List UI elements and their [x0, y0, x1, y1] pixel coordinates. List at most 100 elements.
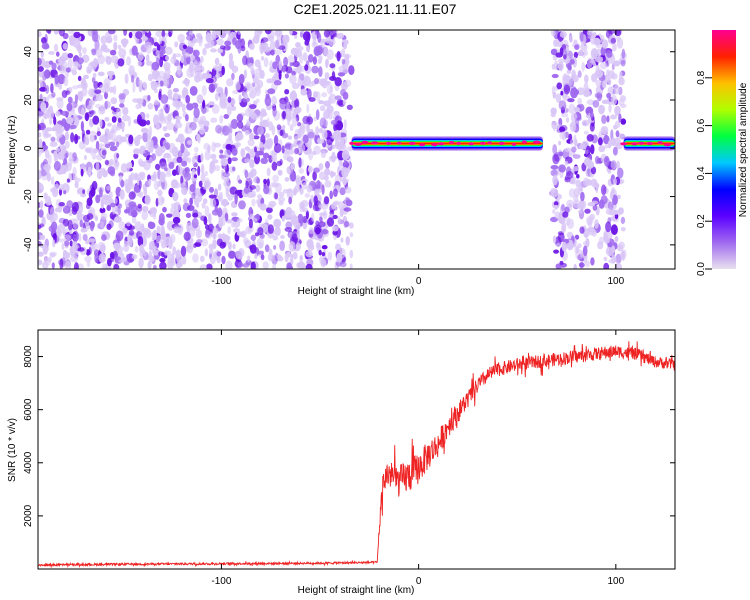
noise-blob	[180, 143, 185, 154]
noise-blob	[140, 127, 149, 134]
noise-blob	[336, 51, 341, 62]
noise-blob	[50, 176, 55, 185]
noise-blob	[610, 37, 616, 44]
noise-blob	[558, 164, 566, 173]
noise-blob	[149, 207, 157, 213]
noise-blob	[183, 198, 188, 204]
noise-blob	[132, 81, 136, 93]
noise-blob	[279, 99, 287, 110]
noise-blob	[340, 89, 347, 97]
noise-blob	[158, 217, 165, 226]
noise-blob	[141, 236, 147, 247]
noise-blob	[333, 123, 338, 132]
noise-blob	[68, 157, 73, 167]
noise-blob	[576, 174, 580, 179]
noise-blob	[268, 154, 273, 163]
noise-blob	[227, 35, 234, 41]
signal-peak	[385, 141, 392, 145]
noise-blob	[336, 32, 345, 40]
noise-blob	[197, 69, 202, 80]
noise-blob	[104, 82, 110, 94]
noise-blob	[322, 210, 328, 220]
noise-blob	[38, 57, 42, 66]
signal-peak	[361, 140, 369, 144]
noise-blob	[101, 234, 107, 242]
noise-blob	[142, 83, 148, 89]
noise-blob	[142, 36, 148, 41]
noise-blob	[133, 172, 139, 181]
noise-blob	[60, 164, 68, 175]
noise-blob	[606, 115, 610, 123]
noise-blob	[328, 37, 336, 47]
colorbar-tick-label: 0.4	[696, 166, 707, 180]
noise-blob	[42, 244, 49, 255]
noise-blob	[120, 163, 128, 173]
noise-blob	[118, 93, 126, 100]
noise-blob	[614, 213, 619, 220]
noise-blob	[180, 55, 185, 64]
noise-blob	[585, 179, 593, 186]
signal-peak	[370, 141, 379, 145]
noise-blob	[164, 133, 171, 138]
noise-blob	[104, 100, 108, 110]
noise-blob	[72, 233, 77, 241]
noise-blob	[223, 175, 230, 182]
noise-blob	[55, 111, 61, 117]
noise-blob	[97, 71, 105, 77]
noise-blob	[94, 216, 99, 221]
noise-blob	[620, 216, 626, 224]
noise-blob	[334, 95, 342, 101]
noise-blob	[243, 237, 249, 245]
noise-blob	[87, 69, 91, 74]
noise-blob	[224, 235, 231, 242]
noise-blob	[278, 191, 285, 198]
noise-blob	[305, 45, 310, 52]
noise-blob	[246, 121, 251, 127]
noise-blob	[206, 263, 213, 269]
y-tick-label: 6000	[23, 398, 34, 421]
noise-blob	[145, 60, 153, 66]
noise-blob	[260, 254, 265, 261]
noise-blob	[79, 91, 83, 103]
noise-blob	[307, 54, 314, 63]
noise-blob	[221, 65, 225, 76]
noise-blob	[80, 193, 87, 198]
noise-blob	[569, 122, 576, 128]
noise-blob	[307, 131, 315, 139]
noise-blob	[198, 120, 205, 125]
noise-blob	[244, 129, 250, 136]
noise-blob	[620, 118, 627, 125]
noise-blob	[266, 167, 271, 177]
noise-blob	[38, 170, 42, 181]
noise-blob	[205, 78, 214, 84]
noise-blob	[255, 184, 261, 192]
noise-blob	[49, 117, 53, 125]
signal-peak	[431, 143, 438, 147]
noise-blob	[77, 247, 85, 252]
noise-blob	[253, 75, 258, 84]
noise-blob	[160, 145, 166, 153]
noise-blob	[109, 145, 118, 152]
noise-blob	[58, 238, 66, 243]
noise-blob	[146, 113, 150, 119]
noise-blob	[295, 42, 301, 48]
noise-blob	[189, 184, 196, 193]
signal-peak	[396, 141, 402, 145]
noise-blob	[290, 214, 299, 225]
noise-blob	[583, 229, 590, 238]
noise-blob	[38, 251, 44, 257]
noise-blob	[109, 252, 115, 259]
noise-blob	[162, 126, 168, 132]
noise-blob	[99, 135, 106, 143]
noise-blob	[200, 164, 205, 175]
noise-blob	[221, 255, 226, 265]
noise-blob	[66, 116, 74, 125]
snr-ylabel: SNR (10 * v/v)	[7, 418, 18, 482]
noise-blob	[194, 59, 198, 65]
noise-blob	[564, 160, 569, 166]
x-tick-label: 100	[607, 276, 624, 287]
noise-blob	[324, 168, 331, 176]
noise-blob	[238, 179, 243, 184]
noise-blob	[127, 115, 132, 127]
noise-blob	[561, 225, 566, 233]
